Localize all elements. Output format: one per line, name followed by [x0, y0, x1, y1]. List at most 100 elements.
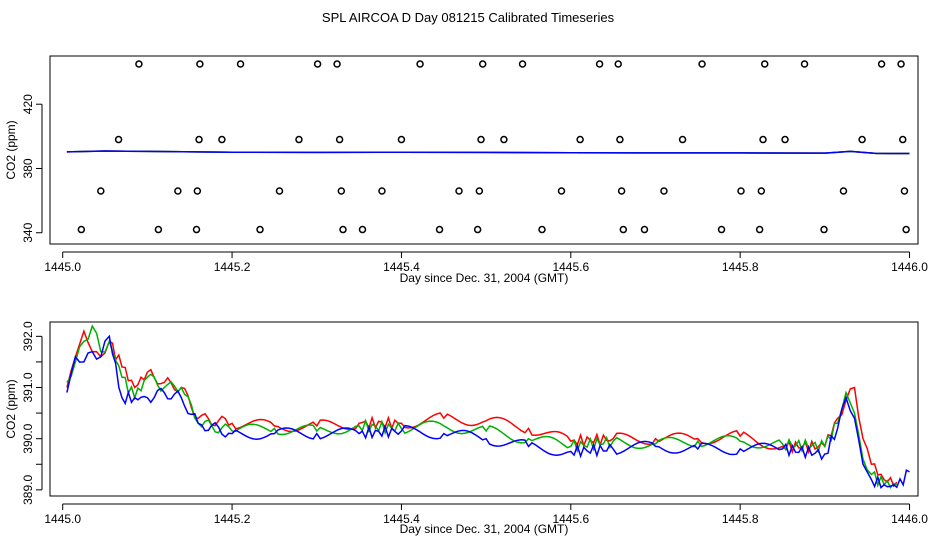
- x-tick-label: 1445.8: [722, 512, 759, 526]
- calibration-point: [900, 187, 909, 195]
- x-tick-label: 1445.8: [722, 260, 759, 274]
- top-x-axis: 1445.0 1445.2 1445.4 1445.6 1445.8 1446.0: [44, 251, 928, 274]
- calibration-point: [538, 225, 546, 234]
- calibration-point: [335, 135, 344, 144]
- calibration-point: [236, 60, 245, 68]
- calibration-point: [576, 135, 584, 144]
- calibration-point: [339, 225, 347, 234]
- calibration-point: [195, 135, 203, 144]
- calibration-point: [781, 135, 789, 144]
- calibration-point: [337, 187, 346, 195]
- calibration-point: [800, 60, 809, 68]
- calibration-point: [640, 225, 649, 234]
- calibration-point: [660, 187, 668, 195]
- calibration-point: [877, 60, 886, 68]
- x-tick-label: 1445.2: [214, 260, 251, 274]
- calibration-point: [435, 225, 444, 234]
- calibration-point: [759, 135, 767, 144]
- x-tick-label: 1446.0: [891, 260, 928, 274]
- calibration-point: [595, 60, 604, 68]
- calibration-point: [614, 60, 622, 68]
- y-tick-label: 392.0: [21, 321, 35, 351]
- calibration-point: [196, 60, 204, 68]
- calibration-point: [899, 135, 907, 144]
- bottom-y-axis-label: CO2 (ppm): [4, 379, 18, 438]
- top-series-lines: [66, 150, 910, 155]
- calibration-point: [256, 225, 264, 234]
- calibration-point: [455, 187, 463, 195]
- x-tick-label: 1445.6: [552, 512, 589, 526]
- bottom-y-axis: 389.0 390.0 391.0 392.0: [21, 321, 43, 505]
- series-line-blue: [66, 150, 910, 155]
- calibration-point: [358, 225, 367, 234]
- calibration-point: [616, 135, 624, 144]
- x-tick-label: 1445.0: [44, 512, 81, 526]
- series-line-green: [66, 324, 898, 489]
- bottom-x-axis: 1445.0 1445.2 1445.4 1445.6 1445.8 1446.0: [44, 503, 928, 526]
- y-tick-label: 420: [21, 94, 35, 114]
- calibration-point: [617, 187, 626, 195]
- calibration-point: [397, 135, 406, 144]
- calibration-point: [378, 187, 386, 195]
- calibration-point: [192, 225, 201, 234]
- calibration-point: [333, 60, 341, 68]
- x-tick-label: 1445.6: [552, 260, 589, 274]
- calibration-point: [416, 60, 424, 68]
- top-x-axis-label: Day since Dec. 31, 2004 (GMT): [400, 271, 569, 285]
- bottom-series-lines: [66, 324, 910, 489]
- x-tick-label: 1445.4: [383, 512, 420, 526]
- calibration-point: [478, 60, 487, 68]
- calibration-point: [698, 60, 706, 68]
- x-tick-label: 1445.2: [214, 512, 251, 526]
- calibration-point: [97, 187, 105, 195]
- calibration-point: [717, 225, 726, 234]
- calibration-point: [135, 60, 143, 68]
- top-y-axis-label: CO2 (ppm): [4, 120, 18, 179]
- calibration-point: [755, 225, 764, 234]
- calibration-point: [619, 225, 628, 234]
- y-tick-label: 389.0: [21, 475, 35, 505]
- calibration-point: [518, 60, 527, 68]
- bottom-x-axis-label: Day since Dec. 31, 2004 (GMT): [400, 522, 569, 536]
- calibration-point: [477, 135, 485, 144]
- y-tick-label: 340: [21, 222, 35, 242]
- figure-title: SPL AIRCOA D Day 081215 Calibrated Times…: [322, 10, 615, 25]
- calibration-point: [557, 187, 566, 195]
- calibration-point: [500, 135, 508, 144]
- calibration-point: [473, 225, 482, 234]
- calibration-point: [678, 135, 687, 144]
- x-tick-label: 1445.4: [383, 260, 420, 274]
- calibration-point: [897, 60, 905, 68]
- calibration-point: [114, 135, 123, 144]
- top-panel: 340 380 420 1445.0 1445.2 1445.4 1445.6 1445.8…: [4, 55, 928, 285]
- calibration-point: [839, 187, 848, 195]
- calibration-point: [193, 187, 202, 195]
- x-tick-label: 1445.0: [44, 260, 81, 274]
- top-calibration-points: [77, 60, 910, 234]
- series-line-red: [66, 328, 898, 488]
- calibration-point: [218, 135, 226, 144]
- calibration-point: [275, 187, 284, 195]
- calibration-point: [77, 225, 86, 234]
- calibration-point: [154, 225, 163, 234]
- calibration-point: [313, 60, 322, 68]
- x-tick-label: 1446.0: [891, 512, 928, 526]
- calibration-point: [174, 187, 182, 195]
- top-plot-frame: [49, 55, 919, 245]
- calibration-point: [475, 187, 484, 195]
- calibration-point: [760, 60, 769, 68]
- y-tick-label: 390.0: [21, 423, 35, 453]
- calibration-point: [820, 225, 828, 234]
- top-y-axis: 340 380 420: [21, 94, 43, 243]
- y-tick-label: 380: [21, 158, 35, 178]
- y-tick-label: 391.0: [21, 372, 35, 402]
- calibration-point: [295, 135, 303, 144]
- series-line-blue: [66, 334, 910, 489]
- calibration-point: [858, 135, 866, 144]
- bottom-plot-frame: [49, 321, 919, 497]
- calibration-point: [902, 225, 910, 234]
- calibration-point: [737, 187, 745, 195]
- calibration-point: [757, 187, 766, 195]
